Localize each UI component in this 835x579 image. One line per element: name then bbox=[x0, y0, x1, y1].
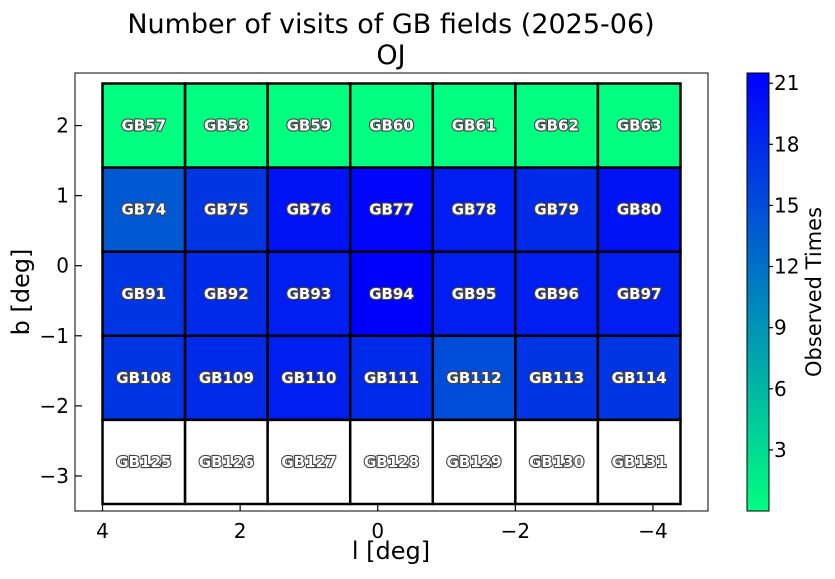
cell-label-gb61: GB61 bbox=[452, 117, 497, 135]
heatmap-cell-gb96 bbox=[514, 250, 600, 338]
cell-label-gb80: GB80 bbox=[617, 201, 662, 219]
cell-label-gb108: GB108 bbox=[116, 369, 171, 387]
y-tick-label: −2 bbox=[40, 394, 69, 418]
cell-label-gb78: GB78 bbox=[452, 201, 497, 219]
cell-label-gb130: GB130 bbox=[529, 453, 584, 471]
x-axis-label: l [deg] bbox=[352, 537, 430, 565]
cell-label-gb125: GB125 bbox=[116, 453, 171, 471]
chart-subtitle: OJ bbox=[376, 40, 405, 71]
colorbar-label: Observed Times bbox=[802, 207, 826, 377]
heatmap-cell-gb80 bbox=[596, 166, 682, 253]
x-tick-label: 0 bbox=[371, 519, 384, 543]
heatmap-cell-gb76 bbox=[266, 166, 352, 253]
y-tick-label: 2 bbox=[56, 114, 69, 138]
colorbar-tick-label: 12 bbox=[774, 255, 799, 279]
chart-title: Number of visits of GB fields (2025-06) bbox=[127, 9, 654, 40]
colorbar-tick-label: 18 bbox=[774, 132, 799, 156]
cell-label-gb76: GB76 bbox=[287, 201, 332, 219]
heatmap-cell-gb92 bbox=[183, 250, 269, 338]
x-axis: 4 2 0 −2 −4 bbox=[96, 504, 668, 543]
colorbar-ticks: 3 6 9 12 15 18 21 bbox=[769, 71, 799, 462]
cell-label-gb97: GB97 bbox=[617, 285, 662, 303]
y-tick-label: 1 bbox=[56, 184, 69, 208]
heatmap-cells bbox=[101, 82, 682, 506]
x-tick-label: −2 bbox=[501, 519, 530, 543]
x-tick-label: 2 bbox=[234, 519, 247, 543]
cell-label-gb79: GB79 bbox=[534, 201, 579, 219]
heatmap-cell-labels: GB57 GB58 GB59 GB60 GB61 GB62 GB63 GB74 GB75 GB76… bbox=[115, 115, 668, 472]
heatmap-cell-gb95 bbox=[431, 250, 517, 338]
cell-label-gb57: GB57 bbox=[121, 117, 166, 135]
colorbar-tick-label: 3 bbox=[774, 438, 787, 462]
cell-label-gb77: GB77 bbox=[369, 201, 414, 219]
cell-label-gb62: GB62 bbox=[534, 117, 579, 135]
colorbar-tick-label: 9 bbox=[774, 316, 787, 340]
heatmap-cell-gb125 bbox=[101, 418, 187, 506]
heatmap-cell-gb57 bbox=[101, 82, 187, 169]
cell-label-gb91: GB91 bbox=[121, 285, 166, 303]
heatmap-cell-gb130 bbox=[514, 418, 600, 506]
cell-label-gb128: GB128 bbox=[364, 453, 419, 471]
cell-label-gb75: GB75 bbox=[204, 201, 249, 219]
cell-label-gb74: GB74 bbox=[121, 201, 166, 219]
cell-label-gb113: GB113 bbox=[529, 369, 584, 387]
cell-label-gb109: GB109 bbox=[199, 369, 254, 387]
heatmap-cell-gb62 bbox=[514, 82, 600, 169]
cell-label-gb114: GB114 bbox=[612, 369, 667, 387]
cell-label-gb126: GB126 bbox=[199, 453, 254, 471]
x-tick-label: 4 bbox=[96, 519, 109, 543]
cell-label-gb60: GB60 bbox=[369, 117, 414, 135]
colorbar-tick-label: 21 bbox=[774, 71, 799, 95]
heatmap-cell-gb93 bbox=[266, 250, 352, 338]
plot-frame bbox=[74, 72, 709, 512]
y-axis: 2 1 0 −1 −2 −3 bbox=[40, 114, 82, 488]
heatmap-cell-gb127 bbox=[266, 418, 352, 506]
cell-label-gb110: GB110 bbox=[281, 369, 336, 387]
heatmap-cell-gb113 bbox=[514, 334, 600, 422]
cell-label-gb92: GB92 bbox=[204, 285, 249, 303]
cell-label-gb129: GB129 bbox=[447, 453, 502, 471]
cell-label-gb95: GB95 bbox=[452, 285, 497, 303]
cell-label-gb59: GB59 bbox=[287, 117, 332, 135]
heatmap-cell-gb58 bbox=[183, 82, 269, 169]
colorbar-tick-label: 15 bbox=[774, 193, 799, 217]
cell-label-gb58: GB58 bbox=[204, 117, 249, 135]
heatmap-cell-gb78 bbox=[431, 166, 517, 253]
y-tick-label: 0 bbox=[56, 254, 69, 278]
cell-label-gb112: GB112 bbox=[447, 369, 502, 387]
cell-label-gb94: GB94 bbox=[369, 285, 414, 303]
cell-label-gb111: GB111 bbox=[364, 369, 419, 387]
heatmap-cell-gb131 bbox=[596, 418, 682, 506]
colorbar-tick-label: 6 bbox=[774, 377, 787, 401]
heatmap-cell-gb74 bbox=[101, 166, 187, 253]
y-tick-label: −1 bbox=[40, 324, 69, 348]
cell-label-gb96: GB96 bbox=[534, 285, 579, 303]
y-tick-label: −3 bbox=[40, 464, 69, 488]
heatmap-cell-gb108 bbox=[101, 334, 187, 422]
heatmap-cell-gb109 bbox=[183, 334, 269, 422]
heatmap-cell-gb97 bbox=[596, 250, 682, 338]
x-tick-label: −4 bbox=[638, 519, 667, 543]
cell-label-gb93: GB93 bbox=[287, 285, 332, 303]
cell-label-gb127: GB127 bbox=[281, 453, 336, 471]
y-axis-label: b [deg] bbox=[7, 249, 35, 336]
colorbar bbox=[746, 72, 770, 512]
cell-label-gb131: GB131 bbox=[612, 453, 667, 471]
cell-label-gb63: GB63 bbox=[617, 117, 662, 135]
